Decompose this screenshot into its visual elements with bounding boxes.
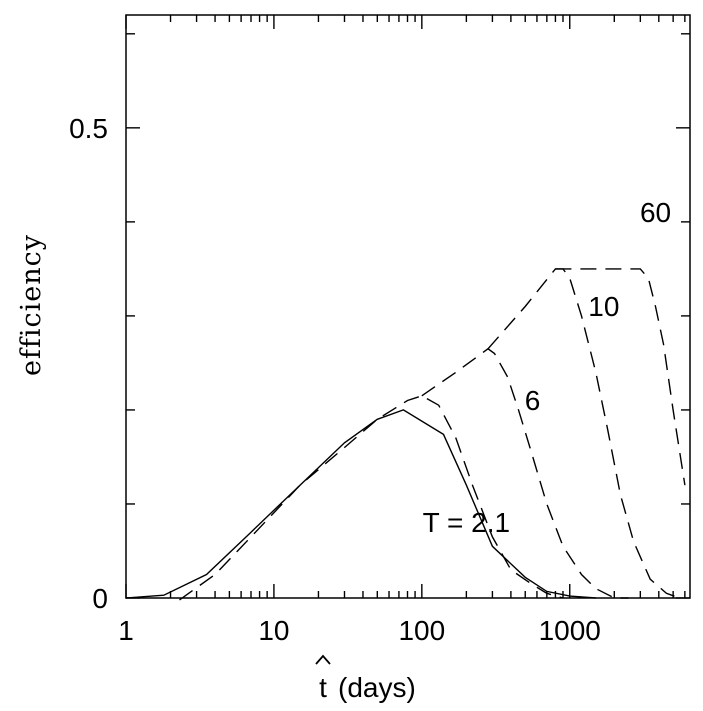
x-tick-label: 100 [398, 615, 445, 646]
y-axis-label: efficiency [16, 234, 47, 376]
plot-frame [125, 14, 691, 599]
x-axis-symbol: t [319, 672, 327, 703]
series-line-1 [179, 395, 564, 601]
curve-annotations: T = 2.1 6 10 60 [423, 197, 671, 538]
curve-label: T = 2.1 [423, 507, 510, 538]
curve-label: 6 [525, 385, 541, 416]
x-axis-label: (days) [338, 672, 416, 703]
series-line-0 [125, 409, 596, 599]
series-line-3 [487, 268, 680, 599]
series-line-4 [555, 268, 686, 486]
x-tick-label: 1000 [539, 615, 601, 646]
curve-label: 60 [640, 197, 671, 228]
axis-ticks [125, 15, 690, 599]
hat-accent [315, 654, 331, 665]
x-tick-label: 1 [118, 615, 134, 646]
x-axis-title: t (days) [315, 654, 416, 703]
y-tick-label: 0.5 [69, 113, 108, 144]
curve-label: 10 [588, 291, 619, 322]
curves [125, 268, 686, 601]
tick-labels: 1 10 100 1000 0 0.5 [69, 113, 601, 646]
x-tick-label: 10 [258, 615, 289, 646]
y-tick-label: 0 [92, 583, 108, 614]
